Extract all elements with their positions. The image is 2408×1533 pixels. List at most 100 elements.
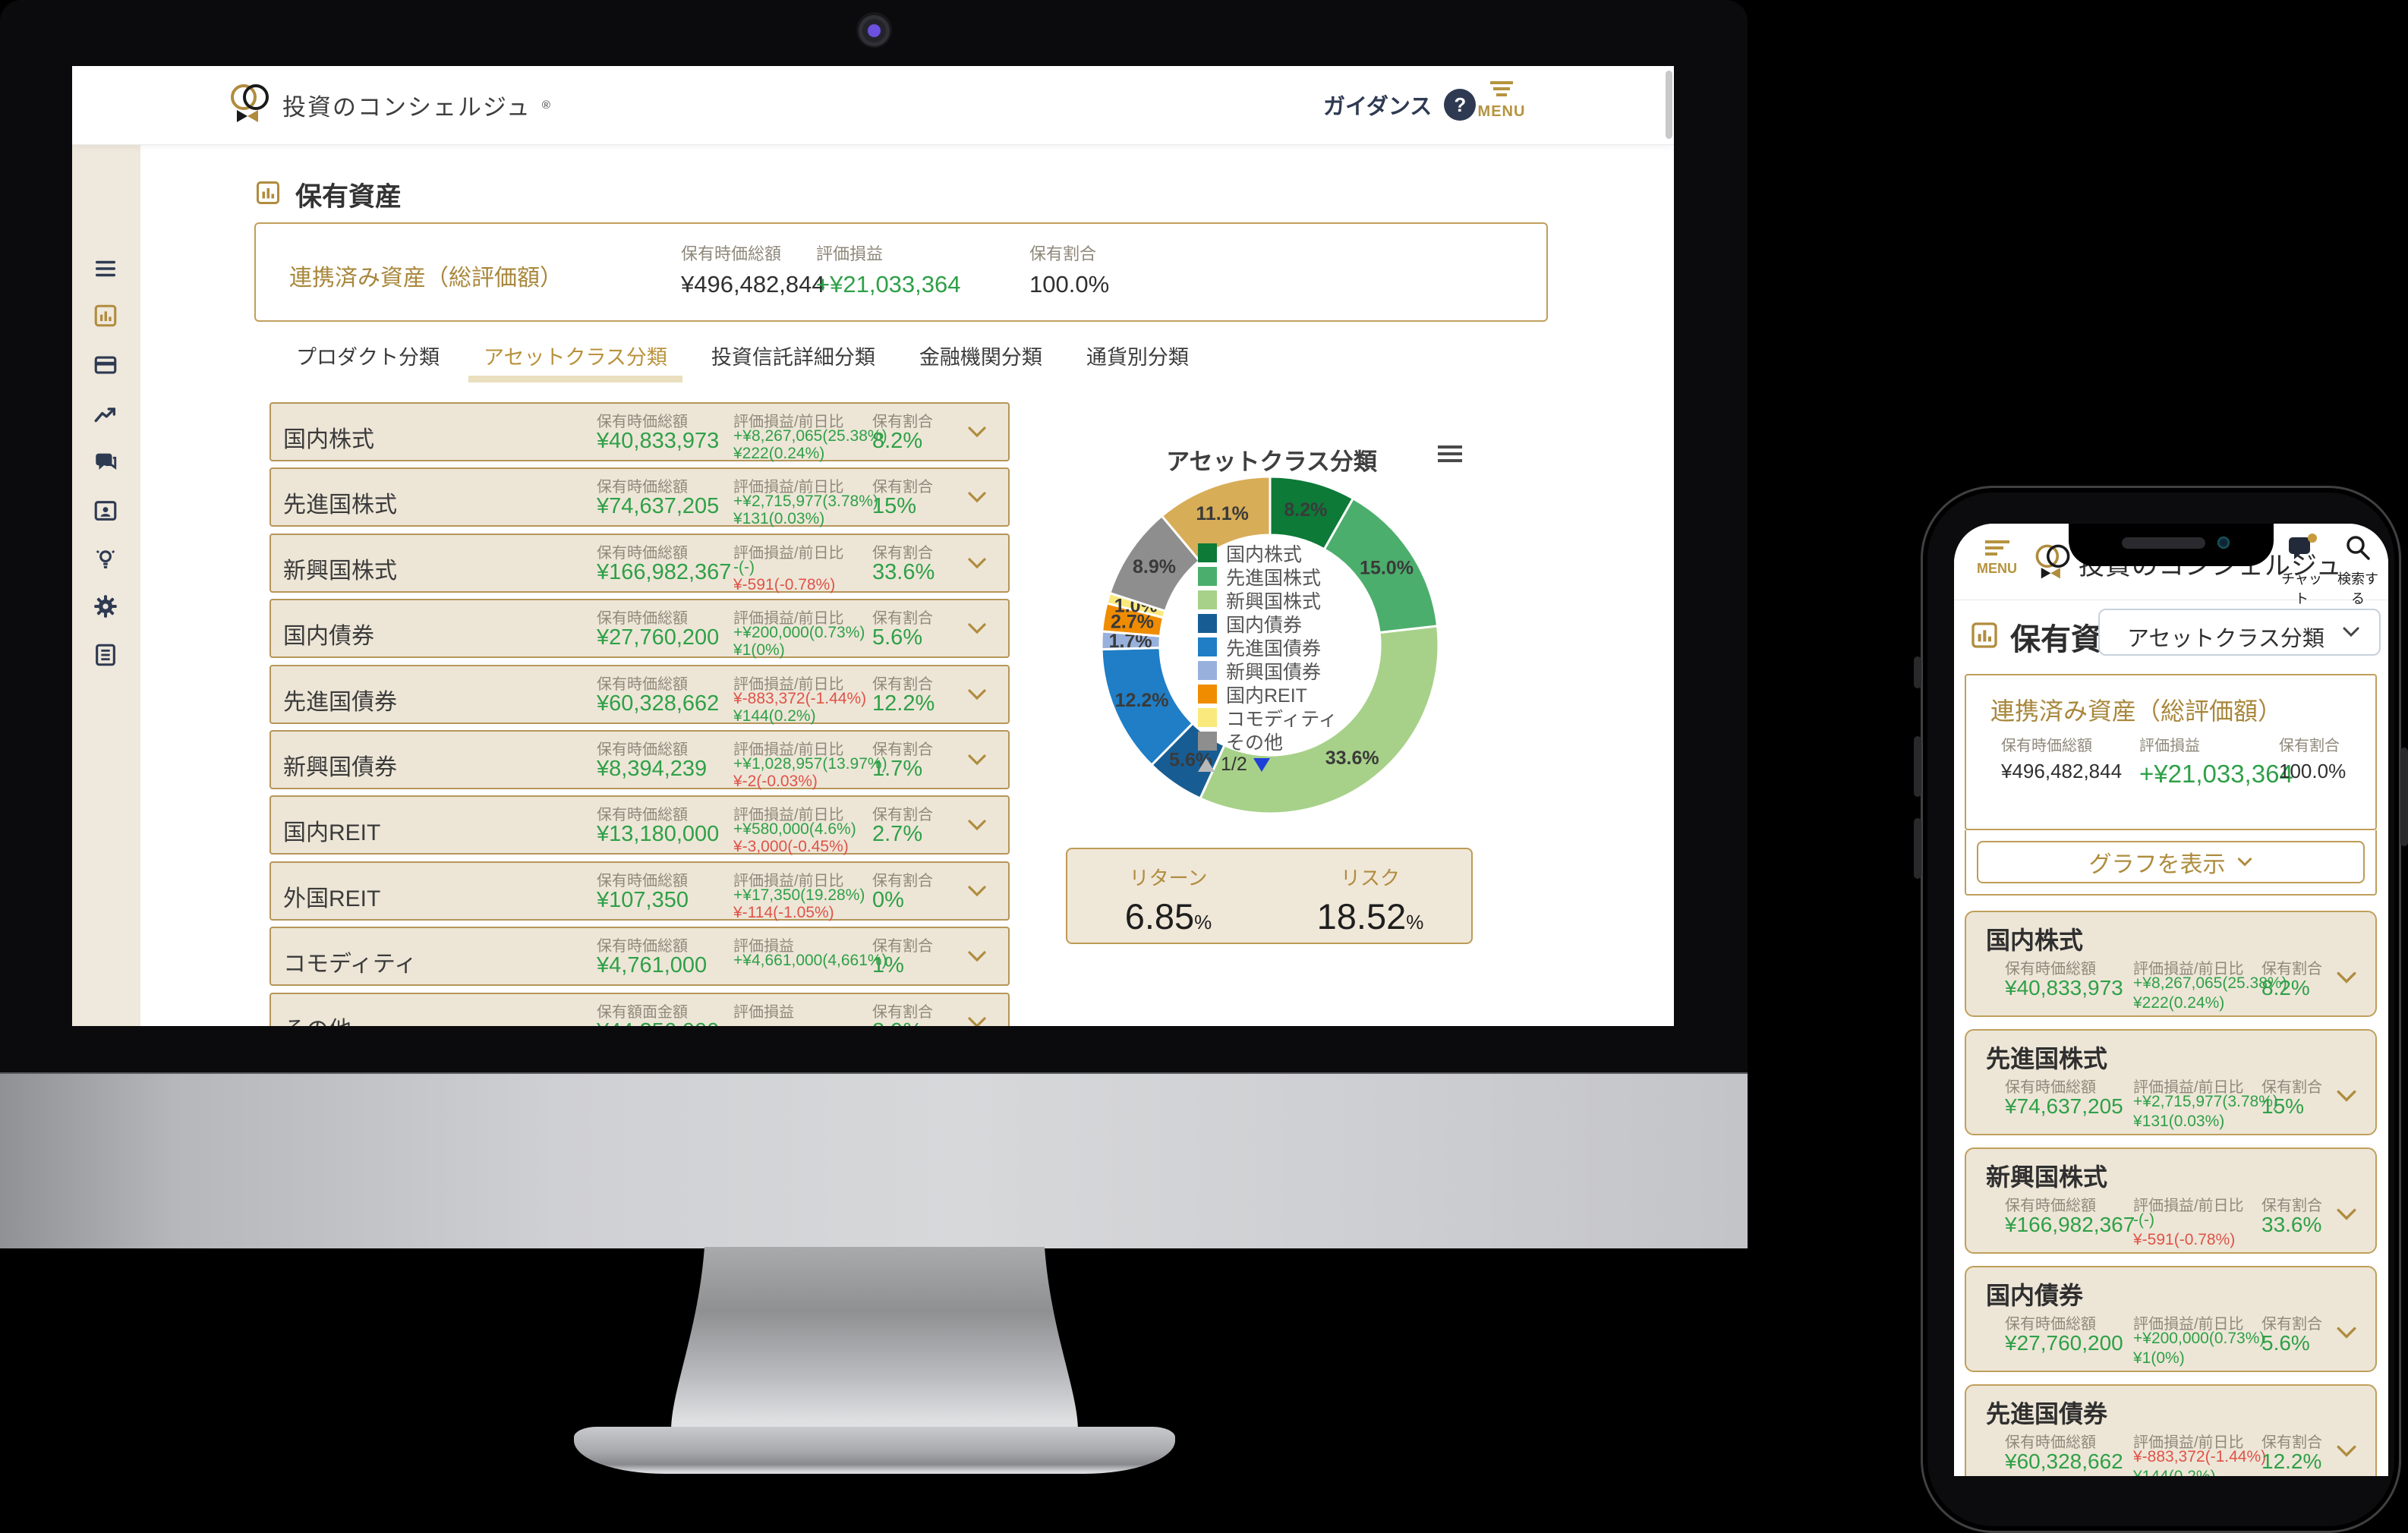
ratio-label: 保有割合 [872,545,933,562]
chevron-down-icon[interactable] [2335,1088,2358,1109]
mobile-asset-card[interactable]: 先進国債券 保有時価総額 ¥60,328,662 評価損益/前日比 ¥-883,372(… [1965,1384,2377,1476]
chevron-down-icon[interactable] [2335,970,2358,990]
legend-label: 先進国債券 [1226,637,1322,659]
mobile-asset-card[interactable]: 国内株式 保有時価総額 ¥40,833,973 評価損益/前日比 +¥8,267,065… [1965,911,2377,1017]
phone-speaker [2122,537,2205,549]
guidance-button[interactable]: ガイダンス ? [1323,89,1477,121]
legend-item[interactable]: 新興国債券 [1198,659,1338,683]
asset-row[interactable]: 国内REIT 保有時価総額 ¥13,180,000 評価損益/前日比 +¥580,000… [269,795,1010,855]
tab-プロダクト分類[interactable]: プロダクト分類 [296,346,440,369]
chevron-down-icon[interactable] [966,1015,988,1026]
mobile-asset-card[interactable]: 先進国株式 保有時価総額 ¥74,637,205 評価損益/前日比 +¥2,715,97… [1965,1029,2377,1135]
chart-menu-icon[interactable] [1438,445,1462,466]
asset-row[interactable]: 新興国債券 保有時価総額 ¥8,394,239 評価損益/前日比 +¥1,028,957… [269,730,1010,790]
asset-row[interactable]: 先進国債券 保有時価総額 ¥60,328,662 評価損益/前日比 ¥-883,372(… [269,665,1010,725]
sidebar-item-chat-icon[interactable] [93,449,120,477]
asset-name: 国内REIT [283,820,381,845]
asset-row[interactable]: 国内株式 保有時価総額 ¥40,833,973 評価損益/前日比 +¥8,267,065… [269,402,1010,462]
phone-volume-up-button[interactable] [1914,736,1921,797]
legend-label: コモディティ [1226,708,1338,730]
scrollbar[interactable] [1666,71,1672,139]
sidebar-item-performance-icon[interactable] [93,401,120,429]
tab-アセットクラス分類[interactable]: アセットクラス分類 [468,341,682,382]
chevron-down-icon[interactable] [966,753,988,772]
tab-投資信託詳細分類[interactable]: 投資信託詳細分類 [711,346,875,369]
legend-item[interactable]: 先進国株式 [1198,565,1338,589]
menu-hamburger-icon [1490,81,1513,96]
amount-label: 保有時価総額 [597,741,688,758]
show-graph-button[interactable]: グラフを表示 [1977,841,2365,883]
legend-item[interactable]: 国内REIT [1198,682,1338,707]
sidebar-item-profile-card-icon[interactable] [93,498,120,525]
asset-row[interactable]: 国内債券 保有時価総額 ¥27,760,200 評価損益/前日比 +¥200,000(0… [269,599,1010,659]
amount-value: ¥13,180,000 [597,822,720,846]
legend-swatch [1198,567,1217,586]
mobile-chat-button[interactable]: チャット [2279,533,2324,608]
chevron-down-icon[interactable] [966,688,988,707]
legend-item[interactable]: 新興国株式 [1198,588,1338,612]
ratio-label: 保有割合 [872,1004,933,1021]
sidebar-item-holdings-icon[interactable] [93,303,120,330]
sidebar-item-report-icon[interactable] [93,642,120,669]
pl-label: 評価損益/前日比 [733,610,844,627]
phone-mute-switch[interactable] [1914,656,1921,688]
asset-name: 外国REIT [283,886,381,911]
legend-page-up-icon[interactable] [1198,757,1215,772]
chevron-down-icon[interactable] [966,490,988,509]
legend-item[interactable]: その他 [1198,729,1338,754]
amount-value: ¥166,982,367 [2005,1213,2135,1236]
chevron-down-icon[interactable] [966,884,988,903]
chevron-down-icon[interactable] [966,818,988,837]
chevron-down-icon[interactable] [966,622,988,641]
slice-percent-label: 8.2% [1284,499,1327,521]
asset-row[interactable]: 外国REIT 保有時価総額 ¥107,350 評価損益/前日比 +¥17,350(19.… [269,861,1010,921]
legend-swatch [1198,637,1217,656]
sidebar-item-menu-icon[interactable] [93,256,120,283]
legend-item[interactable]: 国内株式 [1198,541,1338,565]
sidebar-item-insight-icon[interactable] [93,546,120,573]
phone-notch [2069,524,2274,566]
tab-金融機関分類[interactable]: 金融機関分類 [919,346,1042,369]
chevron-down-icon[interactable] [966,556,988,575]
mobile-asset-card[interactable]: 新興国株式 保有時価総額 ¥166,982,367 評価損益/前日比 -(-) ¥-591… [1965,1147,2377,1254]
pl-label: 評価損益/前日比 [733,873,844,889]
chevron-down-icon[interactable] [966,425,988,444]
slice-percent-label: 2.7% [1111,612,1154,633]
legend-item[interactable]: 国内債券 [1198,612,1338,636]
ratio-label: 保有割合 [872,676,933,693]
pl-line2: ¥-114(-1.05%) [733,904,834,921]
pl-line2: ¥222(0.24%) [733,445,825,462]
asset-row[interactable]: 新興国株式 保有時価総額 ¥166,982,367 評価損益/前日比 -(-) ¥-591… [269,534,1010,593]
mobile-search-button[interactable]: 検索する [2334,533,2382,608]
chevron-down-icon[interactable] [2335,1443,2358,1464]
menu-button[interactable]: MENU [1475,80,1528,121]
sidebar-item-settings-icon[interactable] [93,593,120,621]
chevron-down-icon[interactable] [2335,1207,2358,1227]
legend-item[interactable]: 先進国債券 [1198,635,1338,659]
amount-value: ¥27,760,200 [597,625,720,650]
mobile-menu-button[interactable]: MENU [1977,539,2017,577]
legend-page-down-icon[interactable] [1253,757,1270,772]
legend-swatch [1198,661,1217,680]
summary-ratio: 保有割合 100.0% [1029,244,1110,297]
phone-power-button[interactable] [2400,748,2408,846]
question-circle-icon[interactable]: ? [1444,89,1477,121]
asset-row[interactable]: コモディティ 保有時価総額 ¥4,761,000 評価損益 +¥4,661,000(4,… [269,927,1010,986]
pl-label: 評価損益/前日比 [2133,1198,2244,1214]
amount-label: 保有時価総額 [597,414,688,430]
app-logo[interactable]: 投資のコンシェルジュ ® [228,81,550,129]
asset-row[interactable]: 先進国株式 保有時価総額 ¥74,637,205 評価損益/前日比 +¥2,715,97… [269,467,1010,527]
asset-name: 国内株式 [283,427,374,452]
amount-value: ¥60,328,662 [597,691,720,716]
return-metric: リターン 6.85% [1124,867,1212,936]
chevron-down-icon[interactable] [2335,1325,2358,1346]
mobile-asset-card[interactable]: 国内債券 保有時価総額 ¥27,760,200 評価損益/前日比 +¥200,000(0… [1965,1266,2377,1372]
sidebar-item-accounts-card-icon[interactable] [93,352,120,379]
amount-value: ¥74,637,205 [2005,1094,2123,1118]
tab-通貨別分類[interactable]: 通貨別分類 [1086,346,1189,369]
phone-volume-down-button[interactable] [1914,818,1921,879]
chevron-down-icon[interactable] [966,949,988,968]
classification-select[interactable]: アセットクラス分類 [2098,609,2381,656]
legend-item[interactable]: コモディティ [1198,706,1338,730]
